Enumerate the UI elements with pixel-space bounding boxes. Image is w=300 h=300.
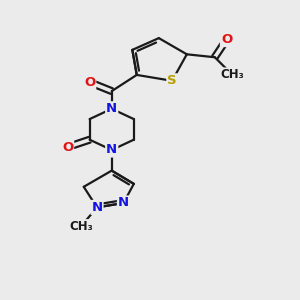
Text: N: N (106, 102, 117, 115)
Text: N: N (106, 143, 117, 157)
Text: O: O (221, 33, 232, 46)
Text: S: S (167, 74, 177, 87)
Text: CH₃: CH₃ (69, 220, 93, 233)
Text: O: O (84, 76, 95, 89)
Text: N: N (92, 201, 103, 214)
Text: CH₃: CH₃ (220, 68, 244, 81)
Text: N: N (118, 196, 129, 209)
Text: O: O (62, 141, 73, 154)
